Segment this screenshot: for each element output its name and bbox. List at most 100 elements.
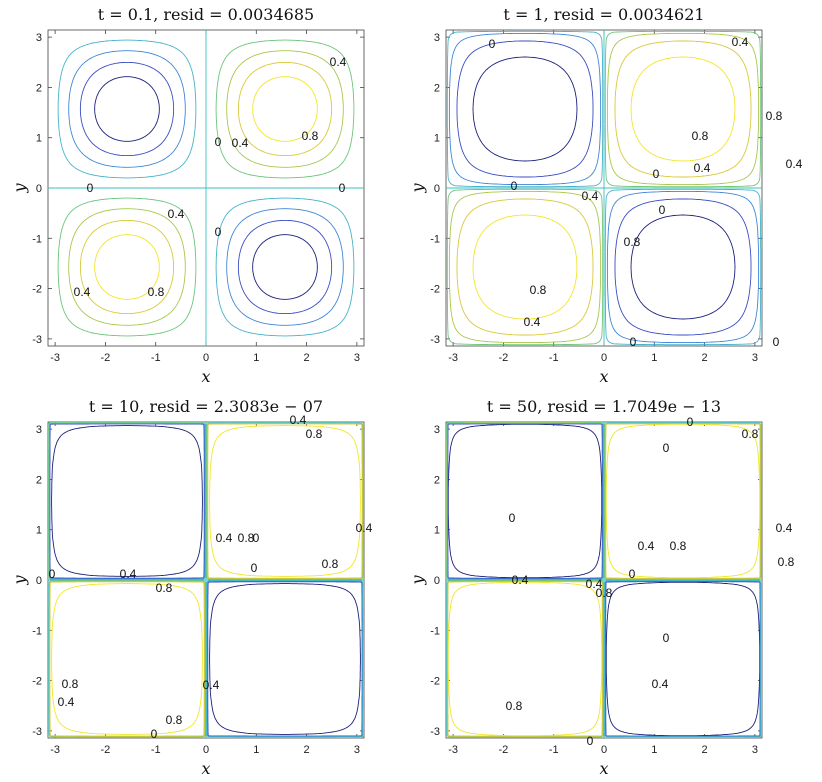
y-tick-label: -2 bbox=[430, 676, 440, 688]
y-tick-label: 2 bbox=[434, 474, 440, 486]
contour-label: 0.8 bbox=[306, 427, 323, 441]
contour-label: 0.8 bbox=[322, 557, 339, 571]
contour-chart-1: t = 0.1, resid = 0.0034685 -3 -2 -1 0 1 2 3 3 2 1 0… bbox=[10, 5, 365, 386]
x-tick-label: -3 bbox=[448, 744, 458, 756]
y-tick-label: 2 bbox=[434, 82, 440, 94]
contour-lines bbox=[446, 30, 762, 346]
x-tick-label: 1 bbox=[253, 352, 259, 364]
contour-label: 0.8 bbox=[692, 129, 709, 143]
contour-label: 0.4 bbox=[638, 539, 655, 553]
y-tick-label: -1 bbox=[430, 625, 440, 637]
contour-label: 0.4 bbox=[290, 413, 307, 427]
x-tick-label: -2 bbox=[499, 744, 509, 756]
y-tick-label: -1 bbox=[430, 233, 440, 245]
x-tick-label: 3 bbox=[354, 352, 360, 364]
contour-label: 0 bbox=[251, 561, 258, 575]
x-tick-label: 0 bbox=[203, 744, 209, 756]
contour-level-0.8 bbox=[472, 56, 736, 320]
contour-chart-4: t = 50, resid = 1.7049e − 13 -3 -2 -1 0 1 2 3 3 2… bbox=[408, 397, 795, 778]
x-tick-label: 0 bbox=[203, 352, 209, 364]
contour-label: 0 bbox=[215, 225, 222, 239]
contour-label: 0 bbox=[511, 179, 518, 193]
y-tick-label: -3 bbox=[32, 726, 42, 738]
contour-label: 0.4 bbox=[694, 161, 711, 175]
contour-lines bbox=[48, 422, 364, 738]
y-tick-label: 0 bbox=[434, 183, 440, 195]
contour-label: 0.8 bbox=[766, 109, 783, 123]
panel-t50: t = 50, resid = 1.7049e − 13 -3 -2 -1 0 1 2 3 3 2… bbox=[408, 392, 810, 782]
contour-level-0.2 bbox=[446, 30, 762, 346]
x-tick-label: -2 bbox=[101, 744, 111, 756]
y-axis-label: y bbox=[10, 183, 29, 194]
contour-level--0.2 bbox=[446, 30, 762, 346]
y-tick-label: -2 bbox=[430, 284, 440, 296]
y-tick-label: 1 bbox=[36, 133, 42, 145]
chart-title: t = 10, resid = 2.3083e − 07 bbox=[89, 397, 323, 416]
contour-label: 0.8 bbox=[156, 581, 173, 595]
contour-level-0.8 bbox=[447, 423, 761, 737]
contour-chart-3: t = 10, resid = 2.3083e − 07 -3 -2 -1 0 1 2 3 3 2… bbox=[10, 397, 373, 778]
contour-label: 0.4 bbox=[652, 677, 669, 691]
x-tick-label: 1 bbox=[651, 744, 657, 756]
x-tick-label: 2 bbox=[702, 352, 708, 364]
contour-label: 0.8 bbox=[778, 555, 795, 569]
x-tick-label: 2 bbox=[702, 744, 708, 756]
y-axis-label: y bbox=[408, 183, 427, 194]
x-tick-label: -1 bbox=[151, 744, 161, 756]
panel-t1: t = 1, resid = 0.0034621 -3 -2 -1 0 1 2 3 3 2 1 0 -1… bbox=[408, 0, 810, 390]
contour-label: 0 bbox=[509, 511, 516, 525]
x-tick-label: 2 bbox=[304, 744, 310, 756]
contour-level--0.4 bbox=[68, 50, 344, 326]
contour-label: 0 bbox=[659, 203, 666, 217]
contour-label: 0 bbox=[87, 181, 94, 195]
y-tick-label: 3 bbox=[434, 424, 440, 436]
contour-level-0.6 bbox=[79, 61, 333, 315]
x-tick-label: 3 bbox=[752, 744, 758, 756]
x-tick-label: 3 bbox=[752, 352, 758, 364]
contour-level--0.8 bbox=[51, 425, 361, 735]
contour-level-0 bbox=[446, 30, 762, 346]
contour-label: 0 bbox=[653, 167, 660, 181]
y-tick-label: 3 bbox=[36, 424, 42, 436]
contour-chart-2: t = 1, resid = 0.0034621 -3 -2 -1 0 1 2 3 3 2 1 0 -1… bbox=[408, 5, 803, 386]
contour-level-0.8 bbox=[51, 425, 361, 735]
y-axis-label: y bbox=[408, 575, 427, 586]
x-tick-label: -2 bbox=[101, 352, 111, 364]
x-tick-label: 1 bbox=[253, 744, 259, 756]
contour-label: 0 bbox=[489, 37, 496, 51]
y-tick-label: 1 bbox=[434, 133, 440, 145]
contour-label: 0.4 bbox=[74, 285, 91, 299]
contour-label: 0 bbox=[629, 567, 636, 581]
y-tick-label: 0 bbox=[36, 183, 42, 195]
contour-label: 0 bbox=[687, 415, 694, 429]
contour-label: 0.4 bbox=[786, 157, 803, 171]
y-tick-label: -1 bbox=[32, 233, 42, 245]
chart-title: t = 0.1, resid = 0.0034685 bbox=[98, 5, 314, 24]
contour-label: 0.4 bbox=[356, 521, 373, 535]
contour-label: 0.8 bbox=[506, 699, 523, 713]
y-tick-label: 2 bbox=[36, 82, 42, 94]
x-tick-label: -3 bbox=[50, 744, 60, 756]
contour-label: 0.4 bbox=[58, 695, 75, 709]
contour-label: 0.4 bbox=[120, 567, 137, 581]
y-tick-label: 0 bbox=[36, 575, 42, 587]
y-tick-label: 3 bbox=[434, 32, 440, 44]
x-tick-label: 2 bbox=[304, 352, 310, 364]
x-tick-label: 3 bbox=[354, 744, 360, 756]
contour-level-0 bbox=[446, 422, 762, 738]
chart-title: t = 50, resid = 1.7049e − 13 bbox=[487, 397, 721, 416]
contour-label: 0 bbox=[773, 335, 780, 349]
contour-label: 0 bbox=[215, 135, 222, 149]
contour-level--0.2 bbox=[446, 422, 762, 738]
contour-level--0.8 bbox=[472, 56, 736, 320]
y-tick-label: 2 bbox=[36, 474, 42, 486]
contour-level-0.6 bbox=[447, 423, 761, 737]
contour-label: 0.8 bbox=[624, 235, 641, 249]
contour-label: 0.4 bbox=[586, 577, 603, 591]
contour-label: 0 bbox=[663, 631, 670, 645]
contour-label: 0.4 bbox=[512, 573, 529, 587]
contour-label: 0 bbox=[630, 335, 637, 349]
x-tick-label: -1 bbox=[151, 352, 161, 364]
contour-label: 0.8 bbox=[238, 531, 255, 545]
x-axis-label: x bbox=[201, 367, 210, 386]
